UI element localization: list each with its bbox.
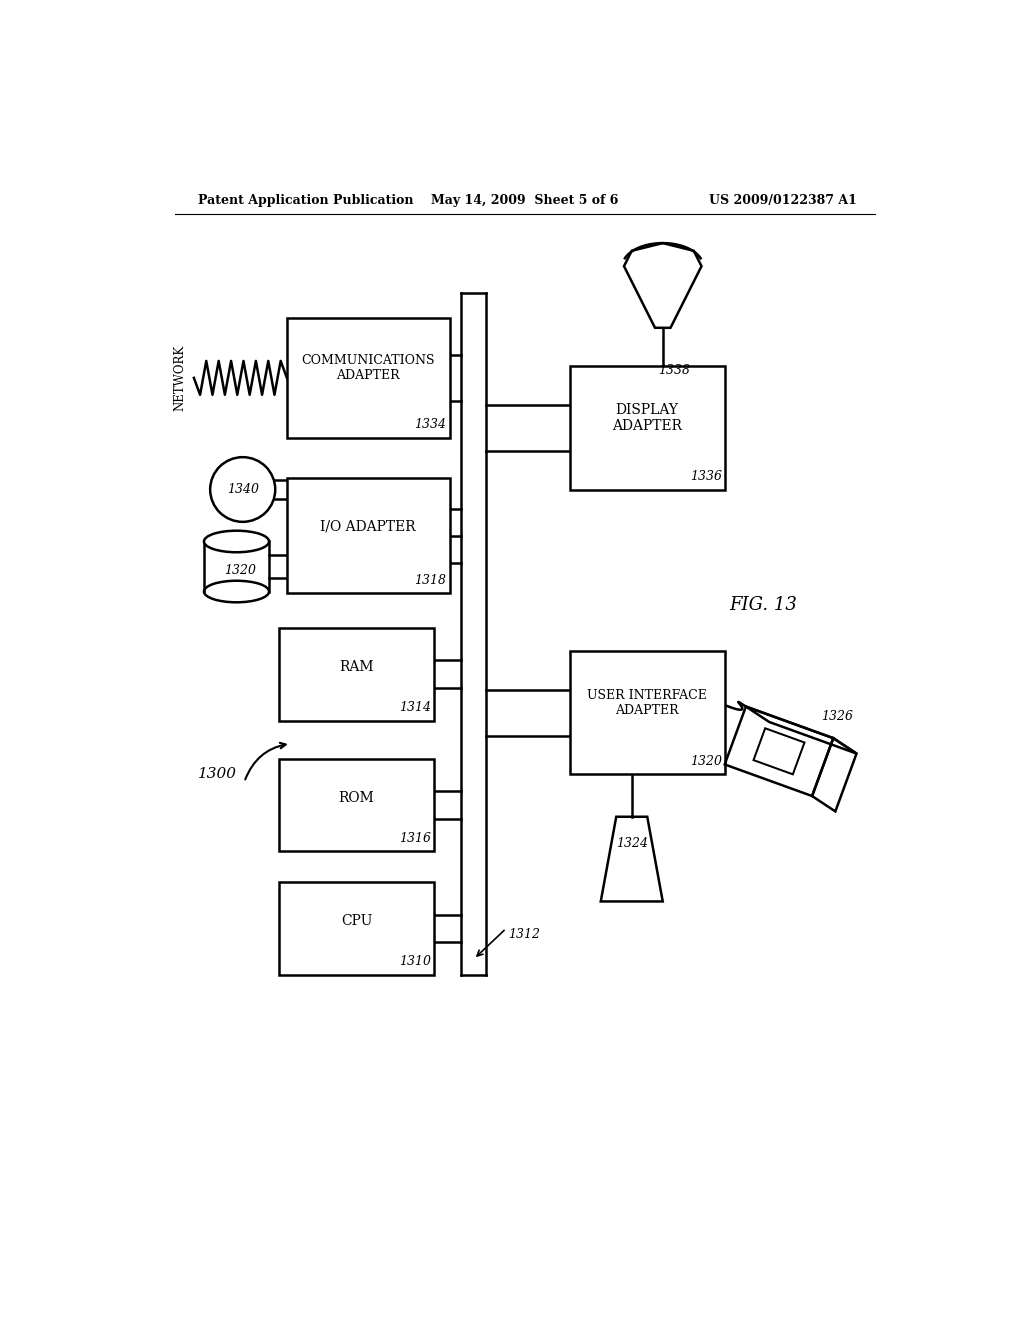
Text: 1334: 1334 — [415, 418, 446, 432]
Text: CPU: CPU — [341, 913, 373, 928]
Text: 1340: 1340 — [226, 483, 259, 496]
Text: COMMUNICATIONS
ADAPTER: COMMUNICATIONS ADAPTER — [301, 354, 435, 383]
Text: FIG. 13: FIG. 13 — [729, 597, 798, 614]
Bar — [287, 318, 450, 437]
Text: USER INTERFACE
ADAPTER: USER INTERFACE ADAPTER — [588, 689, 708, 717]
Text: 1312: 1312 — [508, 928, 540, 941]
Text: 1320: 1320 — [689, 755, 722, 768]
Text: I/O ADAPTER: I/O ADAPTER — [321, 520, 416, 533]
Text: US 2009/0122387 A1: US 2009/0122387 A1 — [709, 194, 856, 207]
Text: 1338: 1338 — [658, 363, 690, 376]
Text: NETWORK: NETWORK — [173, 345, 186, 411]
Ellipse shape — [204, 531, 269, 552]
Text: DISPLAY
ADAPTER: DISPLAY ADAPTER — [612, 403, 682, 433]
Bar — [569, 366, 725, 490]
Text: 1310: 1310 — [399, 956, 431, 969]
Text: 1318: 1318 — [415, 574, 446, 587]
Text: 1324: 1324 — [615, 837, 648, 850]
Text: 1300: 1300 — [198, 767, 237, 781]
Bar — [280, 628, 434, 721]
Text: 1314: 1314 — [399, 701, 431, 714]
Bar — [569, 651, 725, 775]
Text: 1326: 1326 — [821, 710, 854, 723]
Bar — [280, 759, 434, 851]
Bar — [287, 478, 450, 594]
Text: 1316: 1316 — [399, 832, 431, 845]
Text: 1336: 1336 — [689, 470, 722, 483]
Text: 1320: 1320 — [224, 564, 256, 577]
Text: May 14, 2009  Sheet 5 of 6: May 14, 2009 Sheet 5 of 6 — [431, 194, 618, 207]
Text: RAM: RAM — [339, 660, 374, 675]
Text: Patent Application Publication: Patent Application Publication — [198, 194, 414, 207]
Text: ROM: ROM — [339, 791, 375, 805]
Bar — [280, 882, 434, 974]
